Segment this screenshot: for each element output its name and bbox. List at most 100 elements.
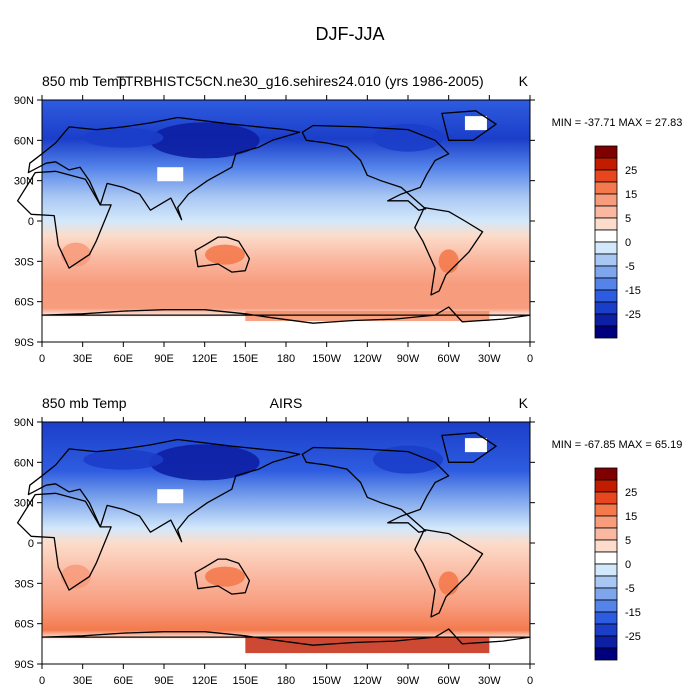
warm-region-australia xyxy=(205,566,245,587)
colorbar-box xyxy=(594,289,618,303)
colorbar-box xyxy=(594,491,618,505)
x-tick-label: 150E xyxy=(232,675,258,687)
coastline-4 xyxy=(301,446,450,533)
panel-center-title: AIRS xyxy=(270,395,303,411)
y-tick-label: 60S xyxy=(14,619,34,631)
coastline-7 xyxy=(41,628,531,646)
colorbar-box xyxy=(594,467,618,481)
x-tick-label: 90W xyxy=(397,675,420,687)
colorbar-box xyxy=(594,277,618,291)
coastline-6 xyxy=(441,432,497,463)
colorbar-label: -5 xyxy=(625,261,635,273)
colorbar-label: 5 xyxy=(625,535,631,547)
warm-region-africa xyxy=(60,242,91,267)
colorbar-box xyxy=(594,229,618,243)
coastline-5 xyxy=(414,528,484,618)
coastline-1 xyxy=(16,492,112,591)
x-tick-label: 60E xyxy=(114,675,134,687)
minmax-label: MIN = -37.71 MAX = 27.83 xyxy=(552,117,683,129)
y-tick-label: 90N xyxy=(14,417,34,429)
x-tick-label: 180 xyxy=(277,353,295,365)
colorbar-box xyxy=(594,479,618,493)
colorbar-box xyxy=(594,611,618,625)
colorbar-label: -25 xyxy=(625,631,641,643)
cold-region-eurasia xyxy=(83,449,164,470)
cold-region-eurasia xyxy=(83,127,164,148)
x-tick-label: 60W xyxy=(437,675,460,687)
colorbar-box xyxy=(594,193,618,207)
colorbar-box xyxy=(594,313,618,327)
coastline-6 xyxy=(441,110,497,141)
warm-region-australia xyxy=(205,244,245,265)
x-tick-label: 120W xyxy=(353,353,382,365)
x-tick-label: 120E xyxy=(192,353,218,365)
coastline-3 xyxy=(194,236,251,273)
y-tick-label: 60S xyxy=(14,297,34,309)
x-tick-label: 0 xyxy=(527,353,533,365)
x-tick-label: 120E xyxy=(192,675,218,687)
colorbar-box xyxy=(594,181,618,195)
panel-units: K xyxy=(519,73,529,89)
y-tick-label: 30N xyxy=(14,498,34,510)
x-tick-label: 60E xyxy=(114,353,134,365)
x-tick-label: 150W xyxy=(312,353,341,365)
coastline-1 xyxy=(16,170,112,269)
x-tick-label: 30W xyxy=(478,353,501,365)
x-tick-label: 60W xyxy=(437,353,460,365)
colorbar-box xyxy=(594,157,618,171)
colorbar-label: 15 xyxy=(625,189,637,201)
y-tick-label: 0 xyxy=(28,538,34,550)
x-tick-label: 30E xyxy=(73,675,93,687)
colorbar-label: 25 xyxy=(625,165,637,177)
colorbar-box xyxy=(594,145,618,159)
colorbar-box xyxy=(594,515,618,529)
colorbar-box xyxy=(594,623,618,637)
minmax-label: MIN = -67.85 MAX = 65.19 xyxy=(552,439,683,451)
colorbar-box xyxy=(594,563,618,577)
coastline-4 xyxy=(301,124,450,211)
colorbar-label: -25 xyxy=(625,309,641,321)
colorbar-label: -5 xyxy=(625,583,635,595)
colorbar-box xyxy=(594,539,618,553)
colorbar-box xyxy=(594,503,618,517)
colorbar-box xyxy=(594,587,618,601)
y-tick-label: 30S xyxy=(14,256,34,268)
coastline-2 xyxy=(27,438,301,543)
coastline-3 xyxy=(194,558,251,595)
colorbar-box xyxy=(594,301,618,315)
x-tick-label: 90W xyxy=(397,353,420,365)
y-tick-label: 30N xyxy=(14,176,34,188)
x-tick-label: 0 xyxy=(39,675,45,687)
y-tick-label: 60N xyxy=(14,135,34,147)
coastline-5 xyxy=(414,206,484,296)
colorbar-box xyxy=(594,527,618,541)
x-tick-label: 90E xyxy=(154,353,174,365)
panel-1: 850 mb TempTTRBHISTC5CN.ne30_g16.sehires… xyxy=(14,73,683,365)
antarctic-warm-band xyxy=(245,311,490,322)
y-tick-label: 90N xyxy=(14,95,34,107)
panel-left-title: 850 mb Temp xyxy=(42,395,127,411)
x-tick-label: 180 xyxy=(277,675,295,687)
x-tick-label: 120W xyxy=(353,675,382,687)
x-tick-label: 0 xyxy=(39,353,45,365)
panel-2: 850 mb Temp AIRS K0 30E 60E 90E 120E 150E 180 150… xyxy=(14,395,683,687)
colorbar-label: -15 xyxy=(625,607,641,619)
cold-core-siberia xyxy=(149,122,260,159)
antarctic-warm-band xyxy=(245,637,490,654)
colorbar-label: 25 xyxy=(625,487,637,499)
panel-units: K xyxy=(519,395,529,411)
x-tick-label: 30W xyxy=(478,675,501,687)
y-tick-label: 0 xyxy=(28,216,34,228)
colorbar-box xyxy=(594,253,618,267)
x-tick-label: 150W xyxy=(312,675,341,687)
x-tick-label: 0 xyxy=(527,675,533,687)
missing-data-greenland xyxy=(464,116,487,131)
colorbar-box xyxy=(594,551,618,565)
colorbar-box xyxy=(594,169,618,183)
missing-data-tibet xyxy=(157,167,184,182)
x-tick-label: 30E xyxy=(73,353,93,365)
cold-core-siberia xyxy=(149,444,260,481)
y-tick-label: 30S xyxy=(14,578,34,590)
colorbar-box xyxy=(594,205,618,219)
colorbar-label: 0 xyxy=(625,559,631,571)
